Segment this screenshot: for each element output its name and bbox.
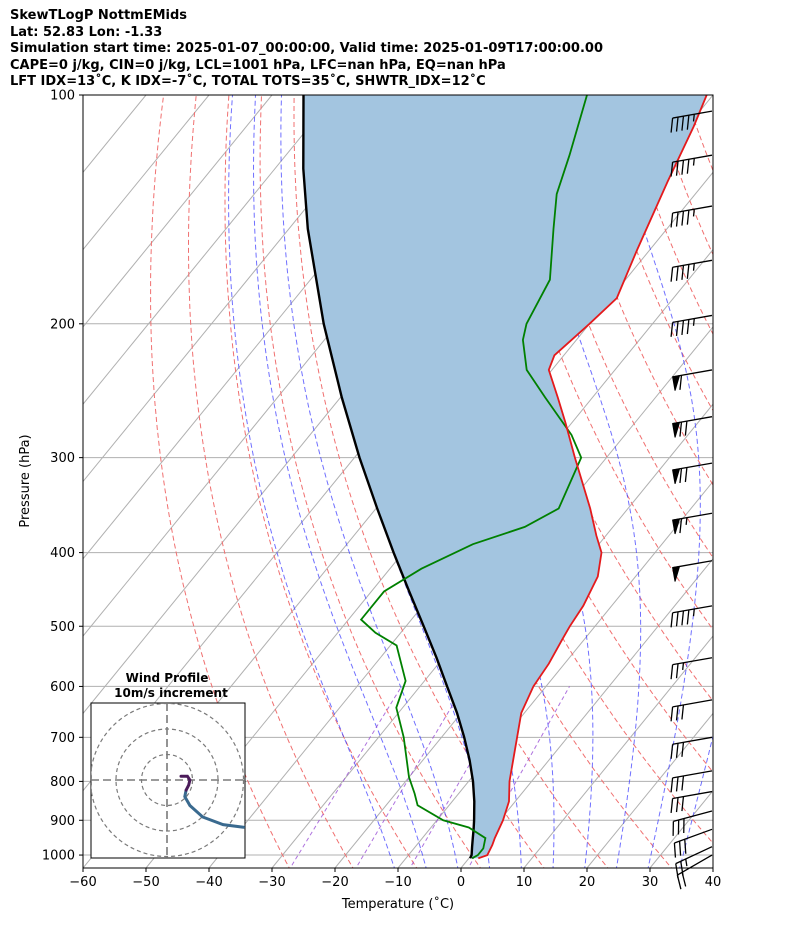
- dry-adiabat-line: [259, 95, 482, 868]
- x-tick-label: 10: [516, 875, 533, 890]
- y-tick-label: 200: [50, 317, 75, 332]
- isotherm-line: [523, 635, 713, 868]
- wind-barb: [670, 790, 713, 814]
- dry-adiabat-line: [521, 95, 713, 559]
- dry-adiabat-line: [713, 78, 794, 871]
- wind-barb: [672, 560, 713, 582]
- wind-barb: [670, 259, 713, 282]
- plot-area: [0, 78, 794, 890]
- parcel-profile-line: [302, 95, 476, 859]
- wind-barb: [670, 154, 713, 177]
- x-tick-label: 40: [705, 875, 722, 890]
- x-tick-label: 30: [642, 875, 659, 890]
- x-tick-label: −30: [258, 875, 285, 890]
- mixing-ratio-lines: [289, 686, 570, 868]
- dry-adiabat-line: [456, 95, 713, 702]
- cape-cin-shading: [303, 95, 707, 859]
- dry-adiabat-line: [685, 95, 713, 172]
- dry-adiabat-line: [777, 78, 794, 871]
- chart-header: SkewTLogP NottmEMids Lat: 52.83 Lon: -1.…: [10, 8, 603, 91]
- x-tick-label: 0: [457, 875, 465, 890]
- x-tick-label: −10: [384, 875, 411, 890]
- hodograph-subtitle: 10m/s increment: [114, 686, 228, 700]
- profiles: [302, 95, 708, 860]
- isotherm-line: [0, 95, 20, 868]
- isotherm-line: [83, 95, 84, 96]
- wind-barb: [672, 512, 713, 535]
- wind-barbs: [670, 110, 713, 890]
- y-tick-label: 600: [50, 680, 75, 695]
- isotherm-line: [712, 867, 713, 868]
- wind-barb: [672, 369, 713, 391]
- dry-adiabat-line: [489, 95, 713, 631]
- y-tick-label: 400: [50, 546, 75, 561]
- stability-indices-line: LFT IDX=13˚C, K IDX=-7˚C, TOTAL TOTS=35˚…: [10, 74, 486, 89]
- dry-adiabat-line: [188, 95, 354, 868]
- isotherm-line: [83, 95, 336, 405]
- hodograph-trace-low: [183, 788, 245, 829]
- wind-barb: [670, 736, 713, 759]
- wind-barb: [673, 828, 713, 858]
- wind-barb: [672, 462, 713, 484]
- isotherm-line: [271, 326, 713, 868]
- axes: Temperature (˚C) Pressure (hPa) 10009008…: [18, 89, 721, 913]
- cin-shading-area: [303, 95, 707, 859]
- dry-adiabat-line: [293, 95, 545, 868]
- time-line: Simulation start time: 2025-01-07_00:00:…: [10, 41, 603, 56]
- mixing-ratio-line: [467, 686, 570, 868]
- wind-barb: [670, 205, 713, 228]
- y-tick-label: 800: [50, 775, 75, 790]
- location-line: Lat: 52.83 Lon: -1.33: [10, 24, 163, 40]
- moist-adiabat-line: [280, 95, 459, 868]
- dewpoint-profile-line: [359, 95, 588, 860]
- isotherm-line: [460, 558, 713, 868]
- y-tick-label: 700: [50, 731, 75, 746]
- isotherm-line: [83, 95, 399, 483]
- dry-adiabat-line: [224, 95, 418, 868]
- y-tick-label: 500: [50, 620, 75, 635]
- dry-adiabat-line: [652, 95, 713, 256]
- moist-adiabat-line: [252, 95, 427, 868]
- mixing-ratio-line: [355, 686, 465, 868]
- hodograph-plot: [91, 703, 245, 858]
- x-tick-label: −20: [321, 875, 348, 890]
- isotherm-line: [83, 95, 210, 251]
- mixing-ratio-line: [289, 686, 402, 868]
- dry-adiabat-line: [745, 78, 794, 871]
- wind-barb: [670, 110, 713, 133]
- moist-adiabat-line: [603, 95, 701, 868]
- y-tick-label: 100: [50, 89, 75, 104]
- wind-barb: [670, 605, 713, 628]
- moist-adiabat-line: [228, 95, 395, 868]
- y-tick-label: 300: [50, 451, 75, 466]
- isotherm-line: [334, 403, 713, 868]
- y-axis-label: Pressure (hPa): [18, 434, 33, 527]
- x-tick-label: 20: [579, 875, 596, 890]
- x-tick-label: −40: [195, 875, 222, 890]
- wind-barb: [672, 810, 713, 836]
- wind-barb: [670, 314, 713, 337]
- isotherm-line: [586, 712, 713, 868]
- y-tick-label: 1000: [42, 849, 75, 864]
- dry-adiabat-line: [150, 95, 290, 868]
- isotherm-line: [83, 95, 273, 328]
- pressure-gridlines: [83, 95, 713, 856]
- x-tick-label: −50: [132, 875, 159, 890]
- hodograph-trace-high: [179, 774, 192, 792]
- hodograph-title: Wind Profile: [126, 671, 209, 685]
- moist-adiabat-line: [513, 95, 642, 868]
- x-axis-label: Temperature (˚C): [341, 896, 454, 912]
- wind-barb: [670, 770, 713, 793]
- x-tick-label: −60: [69, 875, 96, 890]
- hodograph-inset: Wind Profile 10m/s increment: [90, 671, 246, 859]
- temperature-profile-line: [477, 95, 708, 860]
- chart-title: SkewTLogP NottmEMids: [10, 8, 188, 23]
- dry-adiabat-line: [587, 95, 713, 412]
- convective-params-line: CAPE=0 j/kg, CIN=0 j/kg, LCL=1001 hPa, L…: [10, 57, 506, 73]
- wind-barb: [670, 699, 713, 722]
- wind-barb: [672, 416, 713, 438]
- wind-barb: [670, 657, 713, 680]
- y-tick-label: 900: [50, 814, 75, 829]
